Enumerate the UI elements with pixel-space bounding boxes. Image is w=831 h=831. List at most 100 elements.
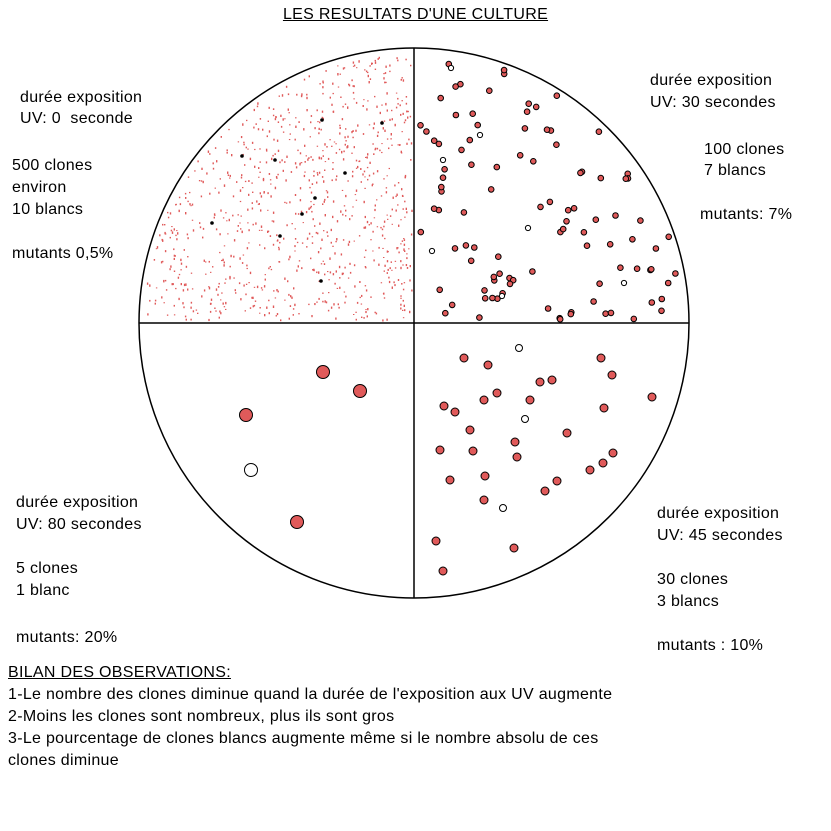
tiny-colony [252,191,254,193]
tiny-colony [184,192,187,195]
tiny-colony [220,299,222,301]
tiny-colony [280,319,282,322]
tiny-colony [219,310,221,313]
tiny-colony [237,141,240,143]
tiny-colony [318,171,321,174]
tiny-colony [272,114,275,117]
red-colony [585,465,595,475]
white-colony [476,131,484,139]
red-colony [647,392,657,402]
tiny-colony [177,276,180,279]
tiny-colony [348,240,351,243]
tiny-colony [175,234,177,237]
tiny-colony [365,249,367,252]
tiny-colony [383,120,386,122]
tiny-colony [342,272,344,275]
tiny-colony [410,159,412,161]
tiny-colony [297,213,300,215]
tiny-colony [213,216,215,219]
tiny-colony [287,93,290,96]
tiny-colony [258,167,260,169]
red-colony [535,377,545,387]
tiny-colony [320,263,323,265]
tiny-colony [256,285,259,289]
tiny-colony [380,195,383,197]
tiny-colony [215,310,217,312]
tiny-colony [266,306,268,309]
tiny-colony [228,218,230,222]
tiny-colony [361,316,363,318]
tiny-colony [324,169,326,171]
tiny-colony [345,128,347,130]
tiny-colony [339,277,341,279]
tiny-colony [306,109,308,112]
tiny-colony [300,210,303,213]
tiny-colony [344,266,346,269]
tiny-colony [401,77,403,79]
red-colony [544,305,552,312]
red-colony [606,241,614,248]
tiny-colony [249,157,252,161]
tiny-colony [268,130,271,133]
tiny-colony [322,300,324,303]
bl-exposure-line2: UV: 80 secondes [16,516,142,533]
tiny-colony [210,298,213,301]
tiny-colony [406,267,409,269]
tiny-colony [353,98,355,100]
tiny-colony [274,186,277,190]
tiny-colony [232,195,235,198]
white-colony [524,224,532,232]
tiny-colony [202,236,204,239]
tiny-colony [229,275,231,278]
tiny-colony [201,167,203,170]
red-colony [479,495,489,505]
tiny-colony [330,306,333,309]
tiny-colony [381,151,383,154]
tiny-colony [340,210,342,213]
tiny-colony [400,266,402,270]
page-title: LES RESULTATS D'UNE CULTURE [282,6,549,23]
tiny-colony [402,299,404,302]
tiny-colony [355,159,358,162]
tiny-colony [374,204,376,207]
tiny-colony [409,265,411,268]
tiny-colony [397,279,400,281]
red-colony [567,310,575,318]
tiny-colony [279,161,281,164]
tiny-colony [183,249,185,251]
tiny-colony [229,265,231,268]
tiny-colony [402,309,404,311]
tiny-colony [233,239,236,242]
tiny-colony [274,118,277,121]
tiny-colony [310,156,312,158]
tiny-colony [410,142,413,145]
red-colony [471,244,478,251]
summary-line-3a: 3-Le pourcentage de clones blancs augmen… [8,730,599,747]
tiny-colony [245,146,247,149]
tiny-colony [257,128,260,131]
tiny-colony [223,264,225,267]
tiny-colony [272,211,275,214]
tiny-colony [403,243,406,246]
tiny-colony [327,309,330,312]
tiny-colony [367,178,369,181]
tiny-colony [369,78,372,80]
tiny-colony [239,257,241,260]
red-colony [553,92,561,99]
red-colony [489,294,496,302]
tiny-colony [287,280,289,283]
tiny-colony [309,206,312,209]
tiny-colony [275,315,277,317]
tiny-colony [311,210,313,213]
tiny-colony [227,233,229,235]
tiny-colony [266,150,268,152]
tiny-colony [365,289,368,292]
tiny-colony [208,260,210,263]
tiny-colony [225,212,227,214]
red-colony [633,265,641,273]
tiny-colony [404,250,406,252]
tiny-colony [378,263,380,266]
tiny-colony [259,312,261,314]
tiny-colony [344,301,346,304]
tiny-colony [254,148,256,151]
